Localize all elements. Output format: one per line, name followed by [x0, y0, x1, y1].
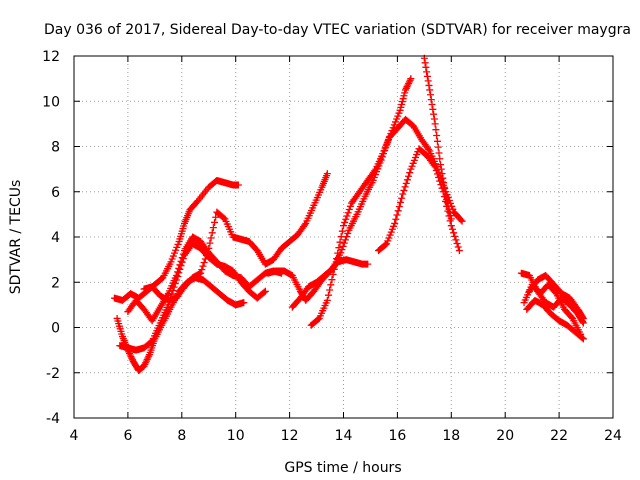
data-points: [111, 55, 587, 374]
sdtvar-chart: Day 036 of 2017, Sidereal Day-to-day VTE…: [0, 0, 640, 480]
y-tick-label: 8: [51, 140, 60, 156]
x-tick-label: 8: [177, 428, 186, 444]
y-tick-label: 4: [51, 230, 60, 246]
y-tick-label: 10: [42, 94, 60, 110]
x-tick-label: 12: [281, 428, 299, 444]
chart-title: Day 036 of 2017, Sidereal Day-to-day VTE…: [44, 22, 631, 38]
x-tick-label: 22: [550, 428, 568, 444]
data-point-markers: [289, 116, 466, 311]
y-tick-label: 12: [42, 49, 60, 65]
x-tick-label: 24: [604, 428, 622, 444]
y-tick-label: -4: [46, 411, 60, 427]
y-tick-label: 6: [51, 185, 60, 201]
y-tick-label: -2: [46, 366, 60, 382]
y-axis-label: SDTVAR / TECUs: [8, 180, 24, 295]
y-tick-label: 0: [51, 321, 60, 337]
x-tick-label: 18: [442, 428, 460, 444]
y-tick-label: 2: [51, 275, 60, 291]
x-axis-label: GPS time / hours: [284, 460, 401, 476]
x-tick-label: 20: [496, 428, 514, 444]
x-tick-label: 14: [335, 428, 353, 444]
x-tick-label: 6: [123, 428, 132, 444]
x-tick-label: 16: [388, 428, 406, 444]
x-tick-label: 10: [227, 428, 245, 444]
x-tick-label: 4: [70, 428, 79, 444]
series-track-h: [289, 116, 466, 311]
data-point-markers: [111, 177, 242, 304]
series-track-a: [111, 177, 242, 304]
